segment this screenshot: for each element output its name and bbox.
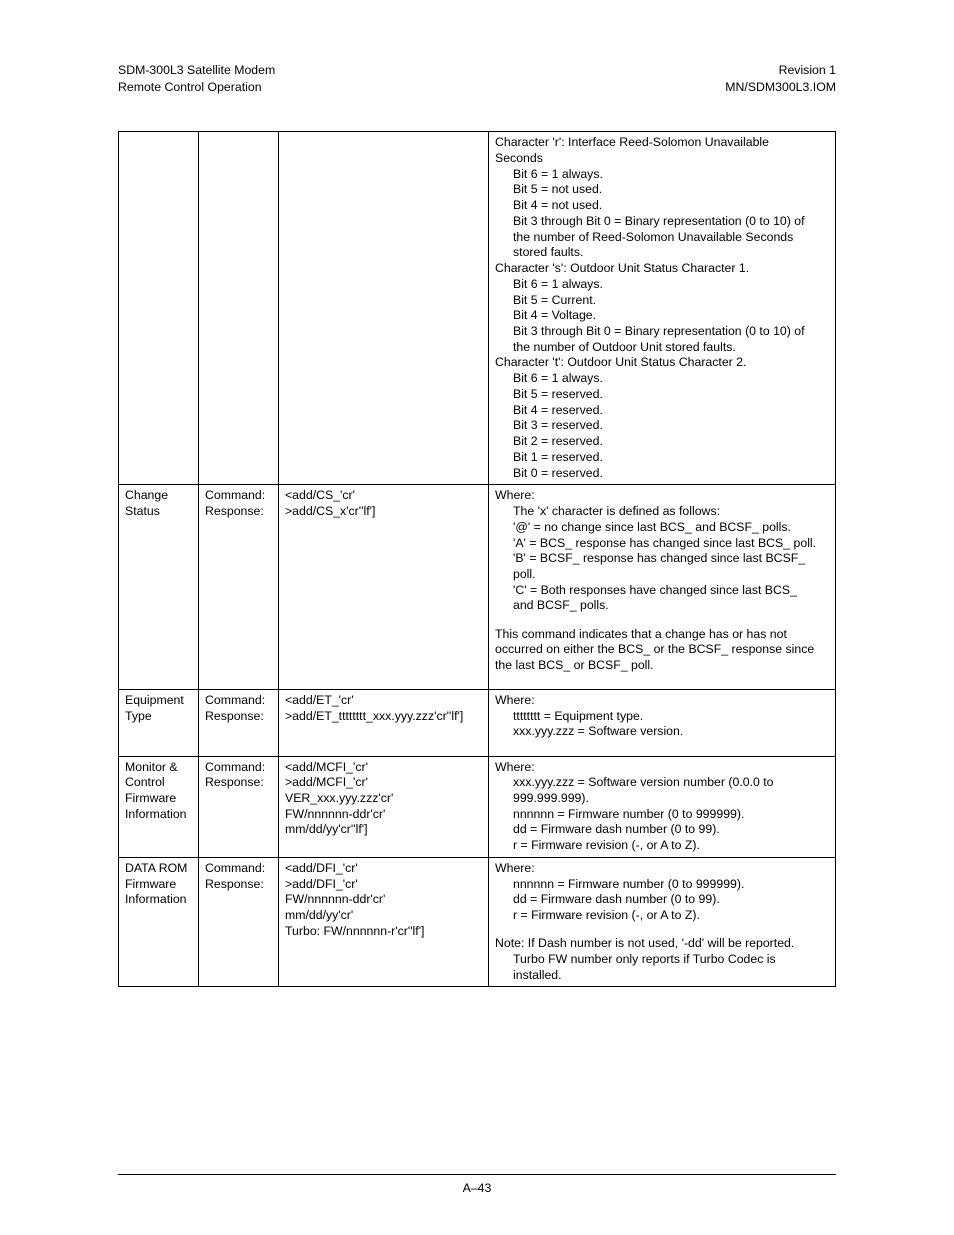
cell-description: Where:The 'x' character is defined as fo…: [489, 485, 836, 690]
desc-line: Bit 5 = Current.: [495, 293, 829, 309]
desc-line: Bit 4 = not used.: [495, 198, 829, 214]
page-number: A–43: [463, 1181, 492, 1195]
page-header: SDM-300L3 Satellite Modem Remote Control…: [118, 62, 836, 95]
cell-syntax: <add/ET_'cr'>add/ET_tttttttt_xxx.yyy.zzz…: [279, 690, 489, 757]
table-row: Equipment TypeCommand:Response:<add/ET_'…: [119, 690, 836, 757]
cell-cmd-resp: Command:Response:: [199, 690, 279, 757]
desc-line: This command indicates that a change has…: [495, 627, 829, 643]
desc-line: Bit 5 = reserved.: [495, 387, 829, 403]
desc-line: nnnnnn = Firmware number (0 to 999999).: [495, 877, 829, 893]
desc-line: Bit 1 = reserved.: [495, 450, 829, 466]
page: SDM-300L3 Satellite Modem Remote Control…: [0, 0, 954, 1235]
desc-line: 'A' = BCS_ response has changed since la…: [495, 536, 829, 552]
cell-name: Equipment Type: [119, 690, 199, 757]
table-row: Monitor & Control Firmware InformationCo…: [119, 756, 836, 857]
desc-line: Bit 2 = reserved.: [495, 434, 829, 450]
desc-line: xxx.yyy.zzz = Software version number (0…: [495, 775, 829, 791]
desc-line: Bit 3 through Bit 0 = Binary representat…: [495, 214, 829, 230]
desc-line: xxx.yyy.zzz = Software version.: [495, 724, 829, 740]
header-right: Revision 1 MN/SDM300L3.IOM: [725, 62, 836, 95]
table-row: Character 'r': Interface Reed-Solomon Un…: [119, 132, 836, 485]
header-left: SDM-300L3 Satellite Modem Remote Control…: [118, 62, 275, 95]
desc-line: [495, 674, 829, 686]
desc-line: Bit 6 = 1 always.: [495, 167, 829, 183]
table-row: Change StatusCommand:Response:<add/CS_'c…: [119, 485, 836, 690]
cell-cmd-resp: Command:Response:: [199, 485, 279, 690]
desc-line: Character 's': Outdoor Unit Status Chara…: [495, 261, 829, 277]
desc-line: Bit 6 = 1 always.: [495, 277, 829, 293]
desc-line: the last BCS_ or BCSF_ poll.: [495, 658, 829, 674]
cell-cmd-resp: Command:Response:: [199, 756, 279, 857]
cell-cmd-resp: [199, 132, 279, 485]
desc-line: Where:: [495, 760, 829, 776]
desc-line: dd = Firmware dash number (0 to 99).: [495, 892, 829, 908]
cell-syntax: <add/CS_'cr'>add/CS_x'cr''lf']: [279, 485, 489, 690]
desc-line: the number of Outdoor Unit stored faults…: [495, 340, 829, 356]
cell-syntax: [279, 132, 489, 485]
desc-line: '@' = no change since last BCS_ and BCSF…: [495, 520, 829, 536]
header-left-line1: SDM-300L3 Satellite Modem: [118, 63, 275, 77]
desc-line: tttttttt = Equipment type.: [495, 709, 829, 725]
desc-line: Bit 4 = reserved.: [495, 403, 829, 419]
desc-line: and BCSF_ polls.: [495, 598, 829, 614]
command-table: Character 'r': Interface Reed-Solomon Un…: [118, 131, 836, 987]
desc-line: Bit 6 = 1 always.: [495, 371, 829, 387]
cell-syntax: <add/DFI_'cr'>add/DFI_'cr'FW/nnnnnn-ddr'…: [279, 857, 489, 986]
desc-line: [495, 614, 829, 626]
cell-description: Where:xxx.yyy.zzz = Software version num…: [489, 756, 836, 857]
table-row: DATA ROM Firmware InformationCommand:Res…: [119, 857, 836, 986]
cell-syntax: <add/MCFI_'cr'>add/MCFI_'cr'VER_xxx.yyy.…: [279, 756, 489, 857]
desc-line: dd = Firmware dash number (0 to 99).: [495, 822, 829, 838]
cell-name: [119, 132, 199, 485]
header-left-line2: Remote Control Operation: [118, 80, 262, 94]
desc-line: Bit 0 = reserved.: [495, 466, 829, 482]
desc-line: Character 't': Outdoor Unit Status Chara…: [495, 355, 829, 371]
desc-line: Turbo FW number only reports if Turbo Co…: [495, 952, 829, 968]
desc-line: 'C' = Both responses have changed since …: [495, 583, 829, 599]
desc-line: 'B' = BCSF_ response has changed since l…: [495, 551, 829, 567]
header-right-line1: Revision 1: [779, 63, 836, 77]
desc-line: [495, 740, 829, 752]
desc-line: Bit 5 = not used.: [495, 182, 829, 198]
cell-cmd-resp: Command:Response:: [199, 857, 279, 986]
desc-line: r = Firmware revision (-, or A to Z).: [495, 838, 829, 854]
cell-name: Monitor & Control Firmware Information: [119, 756, 199, 857]
desc-line: The 'x' character is defined as follows:: [495, 504, 829, 520]
desc-line: stored faults.: [495, 245, 829, 261]
desc-line: occurred on either the BCS_ or the BCSF_…: [495, 642, 829, 658]
desc-line: Seconds: [495, 151, 829, 167]
desc-line: 999.999.999).: [495, 791, 829, 807]
cell-name: Change Status: [119, 485, 199, 690]
desc-line: Where:: [495, 488, 829, 504]
desc-line: nnnnnn = Firmware number (0 to 999999).: [495, 807, 829, 823]
desc-line: installed.: [495, 968, 829, 984]
cell-description: Character 'r': Interface Reed-Solomon Un…: [489, 132, 836, 485]
desc-line: Where:: [495, 861, 829, 877]
desc-line: Bit 4 = Voltage.: [495, 308, 829, 324]
desc-line: Character 'r': Interface Reed-Solomon Un…: [495, 135, 829, 151]
desc-line: Note: If Dash number is not used, '-dd' …: [495, 936, 829, 952]
desc-line: [495, 924, 829, 936]
desc-line: Bit 3 = reserved.: [495, 418, 829, 434]
desc-line: the number of Reed-Solomon Unavailable S…: [495, 230, 829, 246]
desc-line: Where:: [495, 693, 829, 709]
cell-description: Where:tttttttt = Equipment type.xxx.yyy.…: [489, 690, 836, 757]
desc-line: poll.: [495, 567, 829, 583]
cell-description: Where:nnnnnn = Firmware number (0 to 999…: [489, 857, 836, 986]
page-footer: A–43: [118, 1174, 836, 1195]
cell-name: DATA ROM Firmware Information: [119, 857, 199, 986]
header-right-line2: MN/SDM300L3.IOM: [725, 80, 836, 94]
desc-line: Bit 3 through Bit 0 = Binary representat…: [495, 324, 829, 340]
desc-line: r = Firmware revision (-, or A to Z).: [495, 908, 829, 924]
